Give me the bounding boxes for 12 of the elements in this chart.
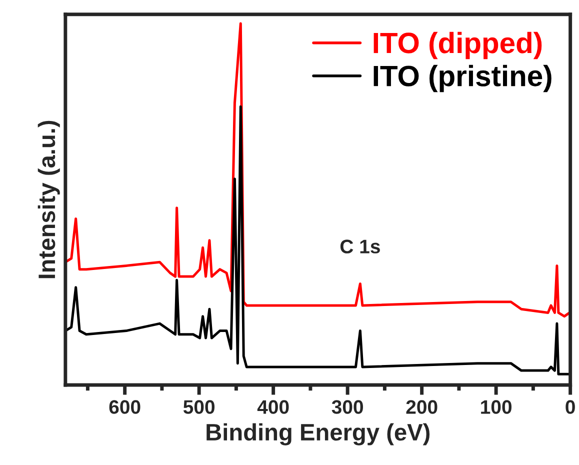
x-tick-label: 200 [406, 400, 438, 414]
x-axis-title: Binding Energy (eV) [206, 423, 430, 446]
y-axis-title: Intensity (a.u.) [38, 120, 60, 278]
x-tick-label: 500 [183, 400, 214, 414]
legend-label: ITO (dipped) [374, 32, 542, 60]
x-tick-label: 300 [332, 400, 363, 414]
x-tick-label: 600 [109, 400, 140, 414]
legend-label: ITO (pristine) [374, 64, 552, 92]
annotation: C 1s [340, 240, 380, 254]
x-tick-label: 400 [257, 400, 289, 414]
x-tick-label: 100 [481, 400, 512, 414]
x-tick-label: 0 [566, 400, 575, 414]
